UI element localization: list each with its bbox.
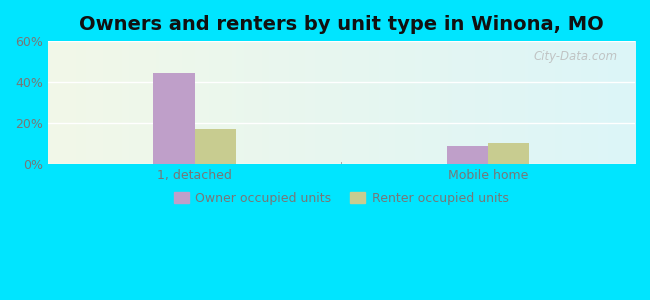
Bar (153, 73, 194, 164)
Legend: Owner occupied units, Renter occupied units: Owner occupied units, Renter occupied un… (169, 187, 514, 210)
Bar (194, 129, 236, 164)
Title: Owners and renters by unit type in Winona, MO: Owners and renters by unit type in Winon… (79, 15, 604, 34)
Bar (488, 143, 529, 164)
Bar (447, 146, 488, 164)
Text: City-Data.com: City-Data.com (533, 50, 618, 63)
